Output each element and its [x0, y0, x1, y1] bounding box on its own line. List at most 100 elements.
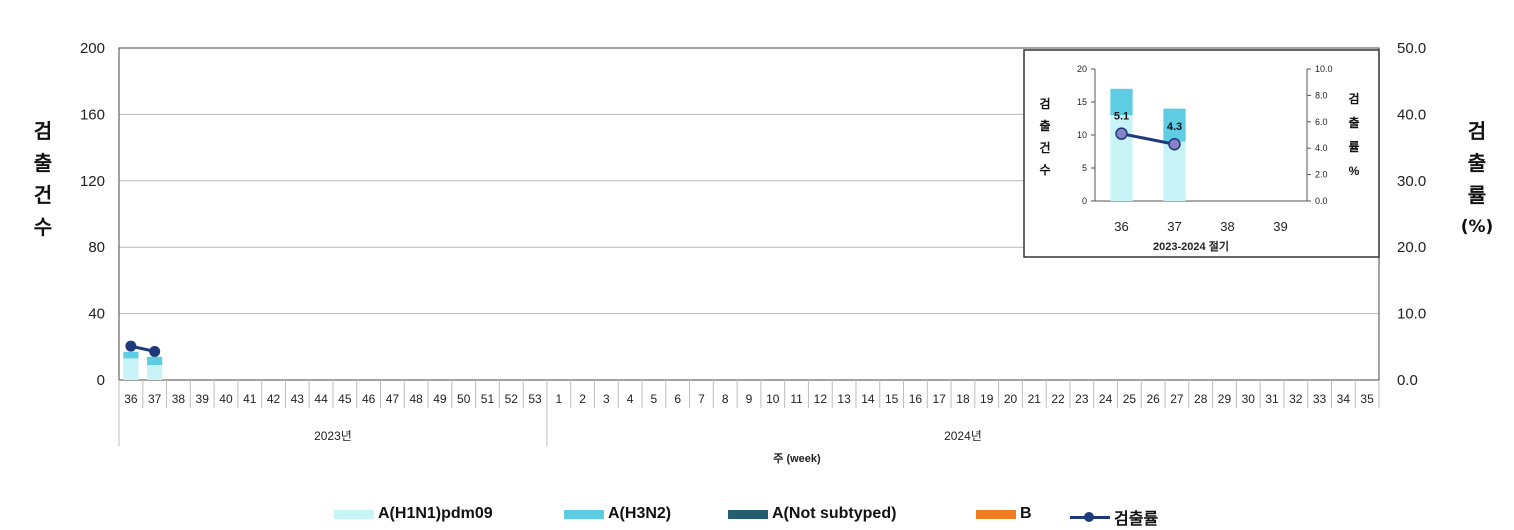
x-tick-label: 49	[433, 392, 447, 406]
inset-right-axis-label-char: %	[1349, 164, 1360, 178]
bar-a-h1n1-pdm09	[123, 358, 139, 380]
x-tick-label: 22	[1051, 392, 1065, 406]
legend-label-not-subtyped: A(Not subtyped)	[772, 505, 897, 522]
x-tick-label: 41	[243, 392, 257, 406]
x-tick-label: 26	[1146, 392, 1160, 406]
x-tick-label: 4	[627, 392, 634, 406]
right-axis-label-char: (%)	[1460, 217, 1494, 237]
inset-x-tick-label: 38	[1220, 219, 1234, 234]
x-tick-label: 51	[481, 392, 495, 406]
x-tick-label: 32	[1289, 392, 1303, 406]
year-group-label: 2024년	[944, 429, 982, 443]
inset-rate-point	[1115, 127, 1128, 140]
right-axis-label-char: 출	[1467, 151, 1487, 175]
legend-swatch-h3n2	[564, 509, 604, 519]
left-axis-label: 검 출 건 수	[28, 115, 58, 243]
inset-right-axis-label-char: 검	[1348, 91, 1359, 106]
inset-right-tick-label: 10.0	[1315, 64, 1333, 74]
inset-left-axis-label-char: 검	[1039, 96, 1050, 111]
x-tick-label: 25	[1123, 392, 1137, 406]
x-tick-label: 11	[790, 392, 803, 406]
left-axis-label-char: 건	[33, 183, 53, 207]
inset-title: 2023-2024 절기	[1153, 239, 1229, 253]
x-tick-label: 36	[124, 392, 138, 406]
bar-a-h1n1-pdm09	[147, 365, 163, 380]
inset-left-axis-label-char: 출	[1039, 118, 1050, 133]
y-left-tick-label: 120	[80, 173, 105, 190]
x-axis-label: 주 (week)	[773, 452, 821, 465]
right-axis-label: 검 출 률 (%)	[1455, 115, 1499, 243]
y-right-tick-label: 20.0	[1397, 239, 1426, 256]
x-tick-label: 39	[196, 392, 210, 406]
inset-x-tick-label: 36	[1114, 219, 1128, 234]
inset-x-tick-label: 37	[1167, 219, 1181, 234]
legend-swatch-b	[976, 509, 1016, 519]
inset-x-tick-label: 39	[1273, 219, 1287, 234]
y-left-tick-label: 80	[88, 239, 105, 256]
inset-right-tick-label: 8.0	[1315, 90, 1328, 100]
inset-rate-data-label: 4.3	[1167, 121, 1182, 133]
inset-left-tick-label: 5	[1082, 163, 1087, 173]
chart-legend: A(H1N1)pdm09 A(H3N2) A(Not subtyped) B 검…	[0, 505, 1514, 529]
inset-right-axis-label-char: 률	[1348, 140, 1359, 154]
inset-left-axis-label-char: 건	[1039, 140, 1050, 155]
x-tick-label: 20	[1004, 392, 1018, 406]
y-left-tick-label: 40	[88, 306, 105, 323]
y-left-tick-label: 160	[80, 106, 105, 123]
x-tick-label: 14	[861, 392, 875, 406]
x-tick-label: 15	[885, 392, 899, 406]
legend-label-h1n1: A(H1N1)pdm09	[378, 505, 493, 522]
x-tick-label: 24	[1099, 392, 1113, 406]
inset-left-tick-label: 20	[1077, 64, 1087, 74]
x-tick-label: 40	[219, 392, 233, 406]
y-right-tick-label: 30.0	[1397, 173, 1426, 190]
inset-bar-h3n2	[1110, 88, 1133, 116]
inset-frame	[1023, 49, 1380, 258]
x-tick-label: 29	[1218, 392, 1232, 406]
x-tick-label: 52	[505, 392, 519, 406]
inset-rate-data-label: 5.1	[1114, 111, 1129, 123]
right-axis-label-char: 률	[1467, 183, 1487, 207]
x-tick-label: 43	[291, 392, 305, 406]
x-tick-label: 6	[674, 392, 681, 406]
x-tick-label: 44	[314, 392, 328, 406]
x-tick-label: 10	[766, 392, 780, 406]
x-tick-label: 21	[1028, 392, 1042, 406]
y-right-tick-label: 50.0	[1397, 40, 1426, 57]
x-tick-label: 2	[579, 392, 586, 406]
x-tick-label: 16	[909, 392, 923, 406]
x-tick-label: 31	[1265, 392, 1279, 406]
inset-left-tick-label: 10	[1077, 130, 1087, 140]
x-tick-label: 53	[528, 392, 542, 406]
y-right-tick-label: 40.0	[1397, 106, 1426, 123]
legend-item-b: B	[976, 505, 1032, 523]
x-tick-label: 12	[814, 392, 828, 406]
x-tick-label: 17	[933, 392, 947, 406]
y-left-tick-label: 200	[80, 40, 105, 57]
x-tick-label: 30	[1242, 392, 1256, 406]
left-axis-label-char: 출	[33, 151, 53, 175]
inset-right-tick-label: 2.0	[1315, 170, 1328, 180]
y-right-tick-label: 0.0	[1397, 372, 1418, 389]
legend-swatch-h1n1	[334, 509, 374, 519]
legend-item-rate: 검출률	[1070, 505, 1158, 529]
inset-rate-point	[1168, 137, 1181, 151]
left-axis-label-char: 수	[33, 215, 53, 239]
inset-bar-h1n1	[1110, 115, 1133, 201]
right-axis-label-char: 검	[1467, 119, 1487, 143]
x-tick-label: 46	[362, 392, 376, 406]
legend-swatch-not-subtyped	[728, 509, 768, 519]
inset-right-axis-label-char: 출	[1348, 115, 1359, 130]
inset-right-tick-label: 4.0	[1315, 143, 1328, 153]
inset-right-tick-label: 0.0	[1315, 196, 1328, 206]
x-tick-label: 18	[956, 392, 970, 406]
bar-a-h3n2-	[123, 351, 139, 359]
inset-left-axis-label-char: 수	[1039, 163, 1050, 177]
x-tick-label: 34	[1337, 392, 1351, 406]
x-tick-label: 8	[722, 392, 729, 406]
x-tick-label: 47	[386, 392, 400, 406]
x-tick-label: 48	[409, 392, 423, 406]
inset-bar-h1n1	[1163, 141, 1186, 201]
left-axis-label-char: 검	[33, 119, 53, 143]
x-tick-label: 35	[1360, 392, 1374, 406]
